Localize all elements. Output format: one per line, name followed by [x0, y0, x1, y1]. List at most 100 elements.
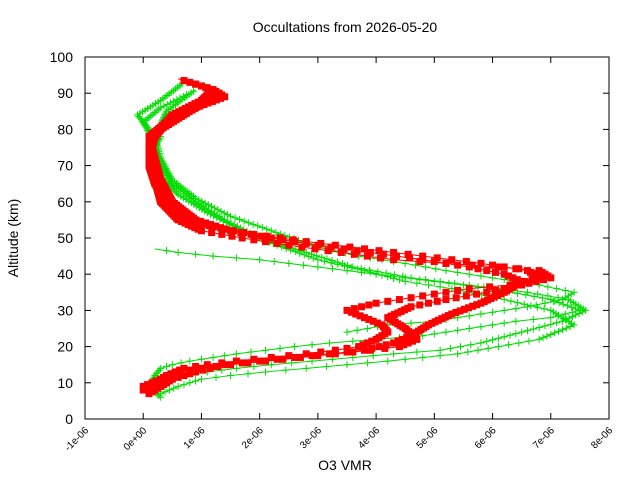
data-point [341, 262, 349, 270]
data-point [460, 305, 468, 313]
data-point [174, 382, 182, 390]
data-point [535, 335, 543, 343]
data-point [168, 375, 176, 383]
data-point [314, 352, 322, 360]
data-point [395, 296, 403, 304]
data-point [411, 261, 419, 269]
data-point [378, 321, 386, 329]
data-point [334, 260, 342, 268]
data-point [174, 373, 182, 381]
data-point [518, 277, 526, 285]
data-point [308, 341, 316, 349]
data-point [407, 319, 415, 327]
series-red [139, 77, 555, 398]
data-point [222, 219, 230, 227]
data-point [267, 234, 275, 242]
data-point [566, 322, 574, 330]
data-point [180, 364, 188, 372]
data-point [541, 322, 549, 330]
data-point [217, 224, 225, 232]
data-point [509, 283, 517, 291]
data-point [419, 292, 427, 300]
data-point [360, 245, 368, 253]
data-point [547, 306, 555, 314]
data-point [209, 353, 217, 361]
data-point [404, 339, 412, 347]
data-point [302, 364, 310, 372]
data-point [436, 283, 444, 291]
data-point [208, 97, 216, 105]
data-point [258, 224, 266, 232]
data-point [399, 272, 407, 280]
data-point [299, 261, 307, 269]
data-point [171, 187, 179, 195]
data-point [244, 359, 252, 367]
data-point [267, 361, 275, 369]
data-point [227, 227, 235, 235]
data-point [163, 166, 171, 174]
data-point [237, 229, 245, 237]
data-point [523, 327, 531, 335]
data-point [407, 274, 415, 282]
data-point [186, 370, 194, 378]
data-point [515, 339, 523, 347]
data-point [142, 123, 150, 131]
data-point [254, 222, 262, 230]
x-axis-label: O3 VMR [318, 457, 372, 473]
data-point [170, 370, 178, 378]
data-point [456, 307, 464, 315]
data-point [314, 241, 322, 249]
data-point [321, 257, 329, 265]
data-point [180, 372, 188, 380]
data-point [174, 248, 182, 256]
data-point [543, 332, 551, 340]
data-point [197, 364, 205, 372]
data-point [433, 254, 441, 262]
data-point [256, 357, 264, 365]
data-point [276, 344, 284, 352]
data-point [404, 250, 412, 258]
data-point [553, 319, 561, 327]
data-point [174, 368, 182, 376]
y-tick-label: 30 [57, 302, 73, 318]
data-point [430, 330, 438, 338]
data-point [376, 254, 384, 262]
data-point [139, 382, 147, 390]
data-point [160, 102, 168, 110]
data-point [486, 283, 494, 291]
data-point [419, 332, 427, 340]
data-point [425, 281, 433, 289]
data-point [216, 215, 224, 223]
y-tick-label: 0 [65, 411, 73, 427]
data-point [494, 263, 502, 271]
data-point [358, 303, 366, 311]
data-point [446, 344, 454, 352]
data-point [366, 268, 374, 276]
data-point [163, 100, 171, 108]
data-point [326, 339, 334, 347]
data-point [452, 294, 460, 302]
data-point [256, 256, 264, 264]
data-point [568, 303, 576, 311]
data-point [512, 305, 520, 313]
data-point [152, 370, 160, 378]
data-point [465, 270, 473, 278]
data-point [279, 236, 287, 244]
data-point [544, 292, 552, 300]
data-point [454, 268, 462, 276]
data-point [232, 350, 240, 358]
data-point [454, 326, 462, 334]
data-point [464, 304, 472, 312]
y-tick-label: 40 [57, 266, 73, 282]
data-point [422, 276, 430, 284]
data-point [219, 217, 227, 225]
data-point [331, 241, 339, 249]
data-point [165, 372, 173, 380]
data-point [231, 214, 239, 222]
data-point [374, 319, 382, 327]
data-point [407, 294, 415, 302]
data-point [494, 334, 502, 342]
data-point [343, 267, 351, 275]
data-point [407, 303, 415, 311]
data-point [352, 310, 360, 318]
